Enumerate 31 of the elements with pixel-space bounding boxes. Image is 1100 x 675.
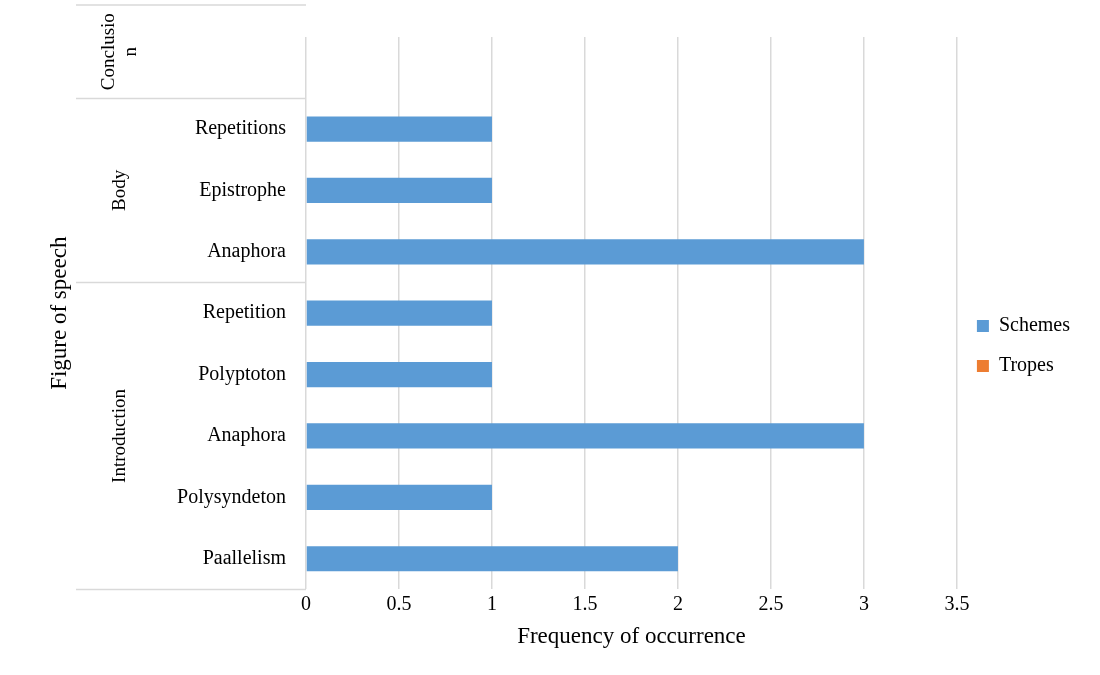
bar: [306, 362, 492, 388]
bar: [306, 546, 678, 572]
legend-label: Schemes: [998, 313, 1071, 336]
y-tick-label: Anaphora: [207, 423, 287, 447]
text: Body: [107, 169, 129, 212]
y-tick-label: Polysyndeton: [177, 484, 286, 508]
x-tick-label: 3.5: [944, 591, 970, 614]
y-tick-label: Paallelism: [202, 545, 287, 568]
text: Introduction: [107, 388, 129, 483]
x-tick-label: 2.5: [758, 591, 784, 614]
bar: [306, 484, 492, 510]
x-tick-label: 0: [301, 591, 311, 614]
x-tick-label: 1: [486, 591, 497, 614]
x-tick-label: 1.5: [572, 591, 598, 614]
bar: [306, 116, 492, 142]
x-tick-label: 2: [672, 591, 683, 614]
x-tick-label: 3: [858, 591, 869, 614]
bar: [306, 177, 492, 204]
y-tick-label: Polyptoton: [198, 361, 286, 385]
x-tick-label: 0.5: [386, 591, 412, 614]
y-tick-label: Repetition: [202, 300, 286, 324]
y-axis-title: Figure of speech: [46, 236, 72, 390]
bar: [306, 300, 492, 326]
legend-label: Tropes: [998, 353, 1054, 377]
text: Conclusion: [96, 13, 140, 91]
y-tick-label: Epistrophe: [199, 177, 287, 201]
x-axis-title: Frequency of occurrence: [517, 623, 746, 649]
bar: [306, 423, 864, 449]
bar: [306, 239, 864, 265]
y-tick-label: Anaphora: [207, 239, 287, 263]
y-tick-label: Repetitions: [194, 116, 287, 140]
